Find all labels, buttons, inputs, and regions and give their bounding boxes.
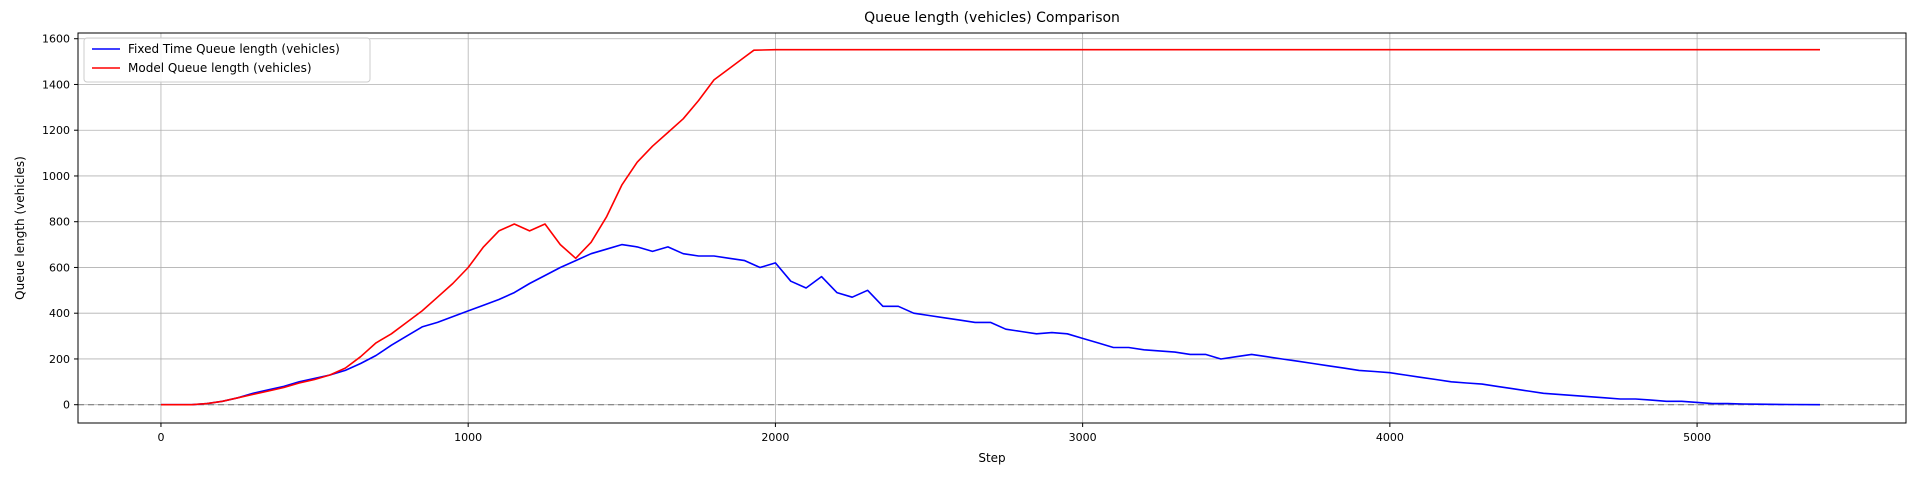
x-tick-label: 1000 — [454, 431, 482, 444]
y-tick-label: 200 — [49, 353, 70, 366]
series-group — [161, 48, 1821, 406]
legend: Fixed Time Queue length (vehicles) Model… — [83, 37, 371, 83]
y-axis-label: Queue length (vehicles) — [13, 156, 27, 300]
y-tick-label: 1000 — [42, 170, 70, 183]
x-axis-label: Step — [978, 451, 1005, 465]
x-tick-label: 3000 — [1069, 431, 1097, 444]
y-tick-label: 800 — [49, 216, 70, 229]
y-tick-label: 1200 — [42, 124, 70, 137]
y-tick-label: 1600 — [42, 33, 70, 46]
x-tick-label: 2000 — [761, 431, 789, 444]
y-tick-label: 0 — [63, 399, 70, 412]
x-axis-ticks: 0 1000 2000 3000 4000 5000 — [157, 423, 1711, 444]
series-line-model — [161, 48, 1820, 406]
grid-lines — [78, 33, 1906, 423]
y-tick-label: 600 — [49, 261, 70, 274]
x-tick-label: 5000 — [1683, 431, 1711, 444]
legend-label-model: Model Queue length (vehicles) — [128, 61, 312, 75]
x-tick-label: 0 — [157, 431, 164, 444]
y-tick-label: 1400 — [42, 78, 70, 91]
y-tick-label: 400 — [49, 307, 70, 320]
plot-frame — [77, 32, 1907, 424]
series-line-fixed-time — [161, 243, 1821, 406]
x-tick-label: 4000 — [1376, 431, 1404, 444]
legend-box — [83, 37, 371, 83]
y-axis-ticks: 0 200 400 600 800 1000 1200 1400 1600 — [42, 33, 78, 412]
chart-title: Queue length (vehicles) Comparison — [864, 10, 1120, 26]
legend-label-fixed-time: Fixed Time Queue length (vehicles) — [128, 42, 340, 56]
